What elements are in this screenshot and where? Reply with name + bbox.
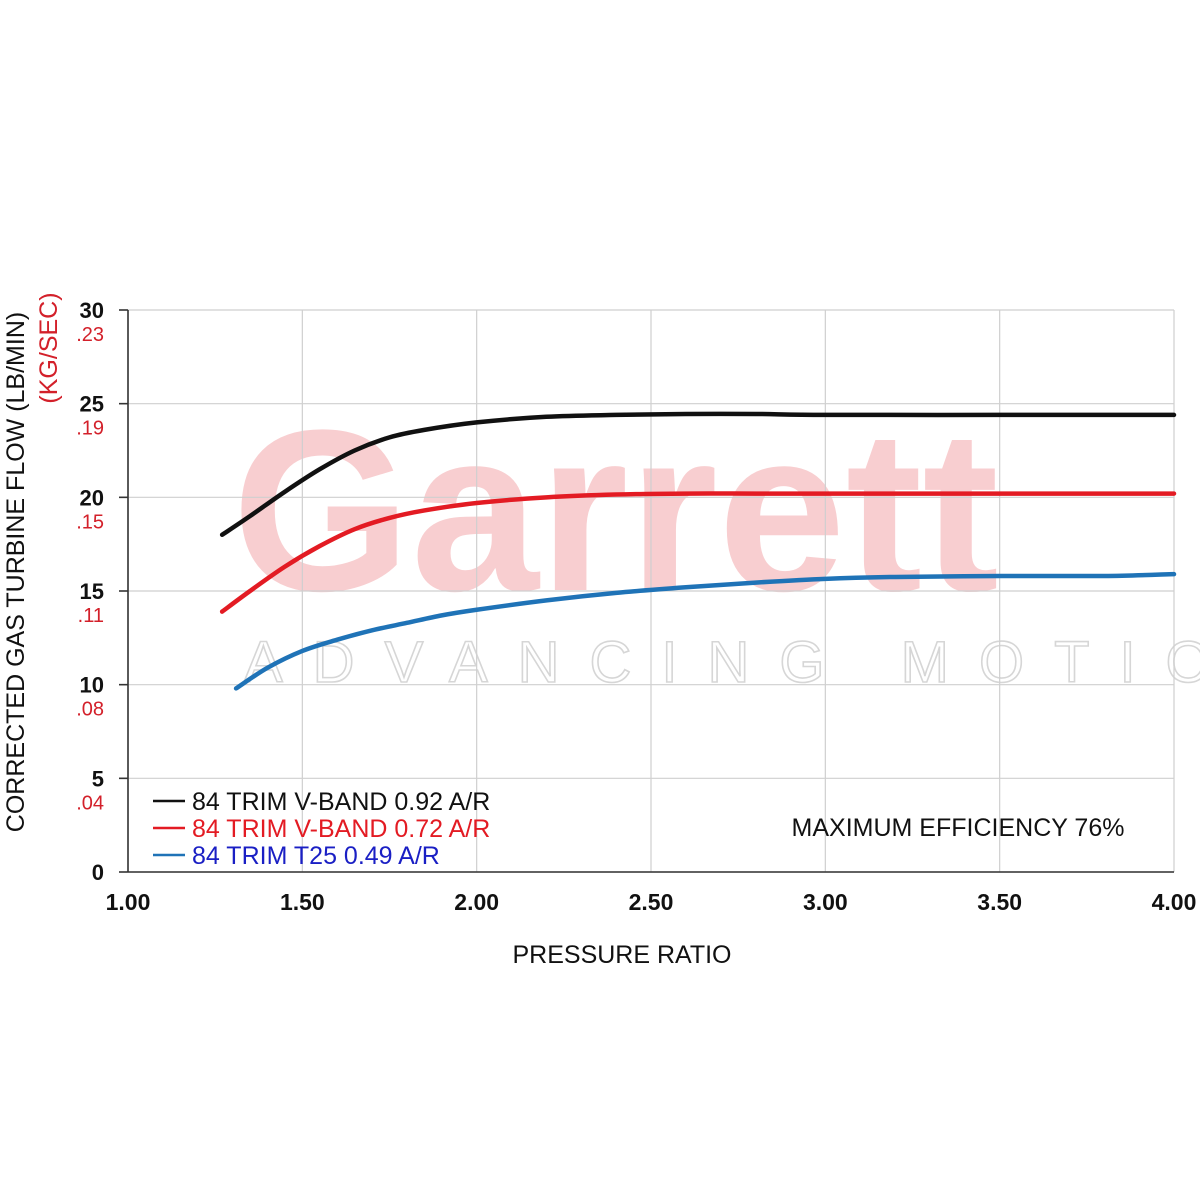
y2-tick-label: .11 xyxy=(78,605,104,627)
legend-label: 84 TRIM V-BAND 0.72 A/R xyxy=(192,815,490,843)
legend-label: 84 TRIM V-BAND 0.92 A/R xyxy=(192,788,490,816)
x-tick-label: 2.50 xyxy=(629,889,674,915)
x-tick-label: 1.00 xyxy=(106,889,151,915)
x-tick-label: 4.00 xyxy=(1152,889,1197,915)
y-tick-label: 10 xyxy=(80,673,104,698)
y-tick-label: 20 xyxy=(80,485,104,510)
y-tick-label: 15 xyxy=(80,579,104,604)
y-tick-label: 25 xyxy=(80,392,104,417)
legend-label: 84 TRIM T25 0.49 A/R xyxy=(192,842,440,870)
series-line-2 xyxy=(219,491,1177,614)
series-line-1 xyxy=(219,411,1177,538)
y-tick-label: 5 xyxy=(92,766,104,791)
tick-labels: 1.00 1.50 2.00 2.50 3.00 3.50 4.00 0 5 10 15 20 25 30… xyxy=(76,298,1196,915)
y-axis-title-secondary: (KG/SEC) xyxy=(35,292,63,403)
y2-tick-label: .08 xyxy=(76,699,104,721)
y2-tick-label: .04 xyxy=(76,792,104,814)
series-layer xyxy=(219,411,1177,691)
y2-tick-label: .15 xyxy=(76,511,104,533)
y-axis-title: CORRECTED GAS TURBINE FLOW (LB/MIN) xyxy=(2,312,30,832)
x-axis-title: PRESSURE RATIO xyxy=(512,941,731,969)
series-line-3 xyxy=(233,571,1177,691)
y2-tick-label: .19 xyxy=(76,418,104,440)
max-efficiency-note: MAXIMUM EFFICIENCY 76% xyxy=(792,814,1125,842)
watermark-logo: Garrett xyxy=(232,382,999,639)
y-tick-label: 30 xyxy=(80,298,104,323)
y-tick-label: 0 xyxy=(92,860,104,885)
x-tick-label: 2.00 xyxy=(454,889,499,915)
x-tick-label: 3.50 xyxy=(977,889,1022,915)
y2-tick-label: .23 xyxy=(76,324,104,346)
x-tick-label: 1.50 xyxy=(280,889,325,915)
legend: 84 TRIM V-BAND 0.92 A/R84 TRIM V-BAND 0.… xyxy=(153,788,490,870)
x-tick-label: 3.00 xyxy=(803,889,848,915)
